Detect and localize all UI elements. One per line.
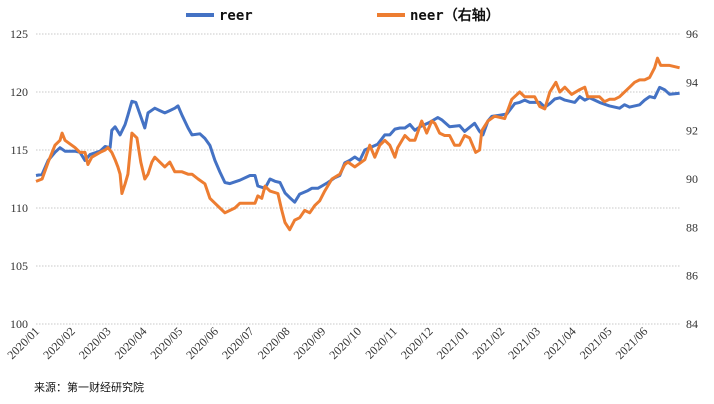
x-tick-label: 2021/02 [470,324,508,362]
right-tick-label: 94 [686,75,698,89]
source-note: 来源：第一财经研究院 [34,380,144,394]
x-tick-label: 2020/05 [148,324,186,362]
x-tick-label: 2021/01 [434,324,472,362]
x-tick-label: 2020/08 [255,324,293,362]
x-tick-label: 2021/06 [613,324,651,362]
x-tick-label: 2020/09 [291,324,329,362]
x-tick-label: 2020/03 [76,324,114,362]
x-tick-label: 2020/02 [40,324,78,362]
left-tick-label: 115 [10,143,28,157]
legend-label-neer: neer（右轴） [410,7,500,24]
x-tick-label: 2020/12 [398,324,436,362]
gridlines [36,33,680,325]
x-tick-label: 2020/07 [219,324,257,362]
x-tick-label: 2020/10 [326,324,364,362]
x-tick-label: 2020/06 [183,324,221,362]
legend-label-reer: reer [219,8,253,24]
x-tick-label: 2021/05 [577,324,615,362]
series-lines [35,56,680,232]
left-tick-label: 125 [10,27,28,41]
left-axis-ticks: 100 105 110 115 120 125 [10,27,28,331]
left-tick-label: 105 [10,259,28,273]
right-tick-label: 88 [686,220,698,234]
left-tick-label: 120 [10,85,28,99]
right-axis-ticks: 84 86 88 90 92 94 96 [686,27,698,331]
right-tick-label: 86 [686,269,698,283]
right-tick-label: 96 [686,27,698,41]
x-tick-label: 2020/11 [362,324,399,361]
left-tick-label: 100 [10,317,28,331]
right-tick-label: 84 [686,317,698,331]
left-tick-label: 110 [10,201,28,215]
series-line-reer [35,85,680,204]
right-tick-label: 92 [686,124,698,138]
x-tick-label: 2020/04 [112,324,150,362]
x-tick-label: 2021/03 [505,324,543,362]
right-tick-label: 90 [686,172,698,186]
x-tick-label: 2021/04 [541,324,579,362]
legend: reer neer（右轴） [186,7,500,24]
series-line-neer [35,56,680,232]
x-axis-ticks: 2020/012020/022020/032020/042020/052020/… [4,324,650,362]
